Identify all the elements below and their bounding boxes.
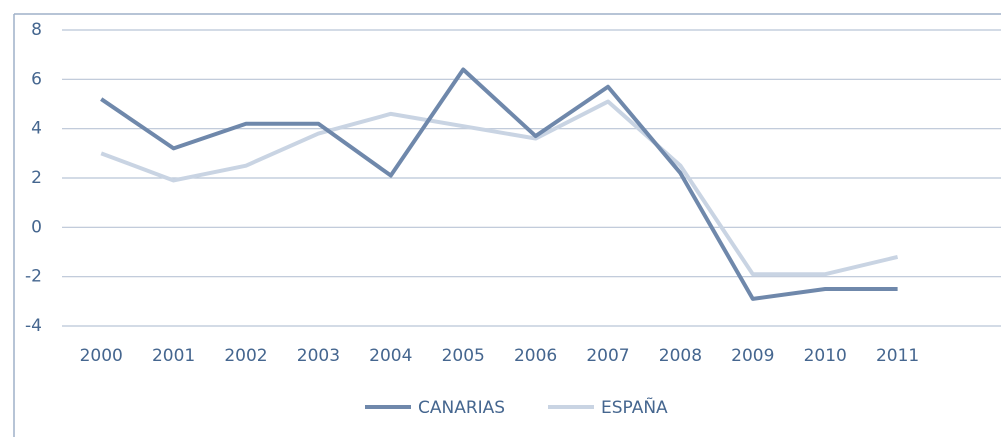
y-tick-label: -4 bbox=[25, 316, 42, 336]
legend-label: CANARIAS bbox=[418, 398, 505, 418]
x-tick-label: 2010 bbox=[804, 346, 847, 366]
series-line bbox=[100, 67, 898, 301]
x-tick-label: 2005 bbox=[442, 346, 485, 366]
x-tick-label: 2006 bbox=[514, 346, 557, 366]
x-tick-label: 2004 bbox=[369, 346, 412, 366]
y-tick-label: 4 bbox=[31, 119, 42, 139]
series-line bbox=[100, 99, 899, 277]
y-tick-label: 6 bbox=[31, 69, 42, 89]
y-tick-label: 0 bbox=[31, 217, 42, 237]
legend-label: ESPAÑA bbox=[601, 396, 668, 418]
x-tick-label: 2001 bbox=[152, 346, 195, 366]
x-tick-label: 2007 bbox=[586, 346, 629, 366]
x-tick-label: 2009 bbox=[731, 346, 774, 366]
y-tick-label: 2 bbox=[31, 168, 42, 188]
x-tick-label: 2002 bbox=[224, 346, 267, 366]
x-tick-label: 2003 bbox=[297, 346, 340, 366]
x-tick-label: 2011 bbox=[876, 346, 919, 366]
x-tick-label: 2008 bbox=[659, 346, 702, 366]
x-tick-label: 2000 bbox=[80, 346, 123, 366]
y-tick-label: 8 bbox=[31, 20, 42, 40]
y-tick-label: -2 bbox=[25, 267, 42, 287]
